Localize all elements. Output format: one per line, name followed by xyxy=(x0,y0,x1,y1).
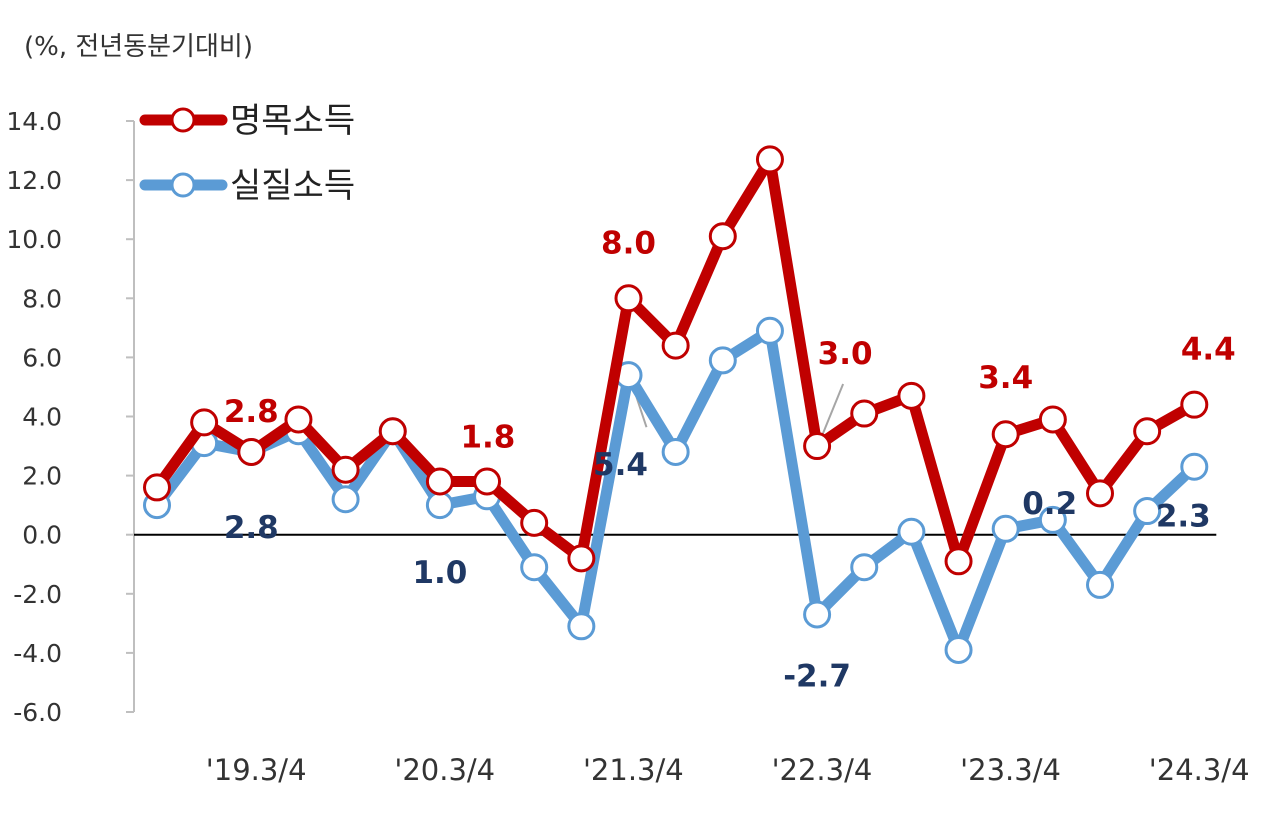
data-point xyxy=(1133,417,1162,446)
series-real xyxy=(143,316,1209,664)
data-point xyxy=(473,467,502,496)
data-point xyxy=(1180,452,1209,481)
data-label-nominal: 4.4 xyxy=(1181,332,1236,368)
data-label-real: 2.8 xyxy=(224,510,279,546)
data-label-nominal: 1.8 xyxy=(460,420,515,456)
x-tick-label: '22.3/4 xyxy=(772,753,873,787)
data-point xyxy=(331,455,360,484)
data-point xyxy=(991,514,1020,543)
data-point xyxy=(897,517,926,546)
data-point xyxy=(850,553,879,582)
y-tick-label: 10.0 xyxy=(6,225,62,254)
data-label-real: 2.3 xyxy=(1156,499,1211,535)
data-label-nominal: 3.4 xyxy=(978,360,1033,396)
x-tick-label: '20.3/4 xyxy=(394,753,495,787)
data-point xyxy=(708,222,737,251)
data-point xyxy=(567,612,596,641)
unit-label: (%, 전년동분기대비) xyxy=(24,32,253,62)
data-label-real: -2.7 xyxy=(783,658,851,694)
data-point xyxy=(897,381,926,410)
y-tick-label: 0.0 xyxy=(22,521,62,550)
data-label-nominal: 8.0 xyxy=(601,225,656,261)
data-point xyxy=(991,420,1020,449)
data-point xyxy=(520,508,549,537)
data-point xyxy=(803,600,832,629)
data-label-nominal: 3.0 xyxy=(818,336,873,372)
data-point xyxy=(331,485,360,514)
x-tick-label: '23.3/4 xyxy=(960,753,1061,787)
x-tick-label: '24.3/4 xyxy=(1149,753,1250,787)
data-point xyxy=(661,437,690,466)
x-tick-label: '19.3/4 xyxy=(206,753,307,787)
data-point xyxy=(1038,505,1067,534)
y-tick-label: 14.0 xyxy=(6,107,62,136)
data-point xyxy=(190,408,219,437)
y-tick-label: 12.0 xyxy=(6,166,62,195)
data-label-real: 0.2 xyxy=(1022,486,1077,522)
data-point xyxy=(755,316,784,345)
data-label-nominal: 2.8 xyxy=(224,394,279,430)
data-point xyxy=(425,467,454,496)
data-point xyxy=(143,473,171,502)
y-tick-label: 4.0 xyxy=(22,403,62,432)
y-tick-label: 8.0 xyxy=(22,284,62,313)
data-point xyxy=(850,399,879,428)
data-point xyxy=(1038,405,1067,434)
data-point xyxy=(237,437,266,466)
data-point xyxy=(944,547,973,576)
series-group xyxy=(143,145,1209,664)
data-point xyxy=(1133,497,1162,526)
data-point xyxy=(614,284,643,313)
data-point xyxy=(378,417,407,446)
legend-label: 명목소득 xyxy=(230,101,355,141)
data-point xyxy=(944,635,973,664)
data-labels: 2.8 1.8 8.0 3.0 3.4 4.4 2.8 1.0 5.4 -2.7 0.2 2.3 xyxy=(224,225,1236,694)
data-label-real: 5.4 xyxy=(593,447,648,483)
legend-swatch-marker xyxy=(170,172,196,198)
data-point xyxy=(520,553,549,582)
y-tick-label: -6.0 xyxy=(13,698,62,727)
data-point xyxy=(284,405,313,434)
data-label-real: 1.0 xyxy=(412,555,467,591)
data-point xyxy=(567,544,596,573)
y-tick-label: -2.0 xyxy=(13,580,62,609)
axes: 14.0 12.0 10.0 8.0 6.0 4.0 2.0 0.0 -2.0 -4.0 -6.0 '… xyxy=(6,107,1249,787)
data-point xyxy=(803,432,832,461)
data-point xyxy=(1180,390,1209,419)
data-point xyxy=(1086,570,1114,599)
data-point xyxy=(708,346,737,375)
y-tick-label: 6.0 xyxy=(22,343,62,372)
leader-line xyxy=(820,383,845,439)
data-point xyxy=(425,491,454,520)
data-point xyxy=(1086,479,1114,508)
legend-swatch-marker xyxy=(170,107,196,133)
data-point xyxy=(755,145,784,174)
y-tick-label: -4.0 xyxy=(13,639,62,668)
x-tick-label: '21.3/4 xyxy=(583,753,684,787)
series-nominal xyxy=(143,145,1209,576)
legend-label: 실질소득 xyxy=(230,166,355,206)
data-point xyxy=(661,331,690,360)
y-tick-label: 2.0 xyxy=(22,462,62,491)
